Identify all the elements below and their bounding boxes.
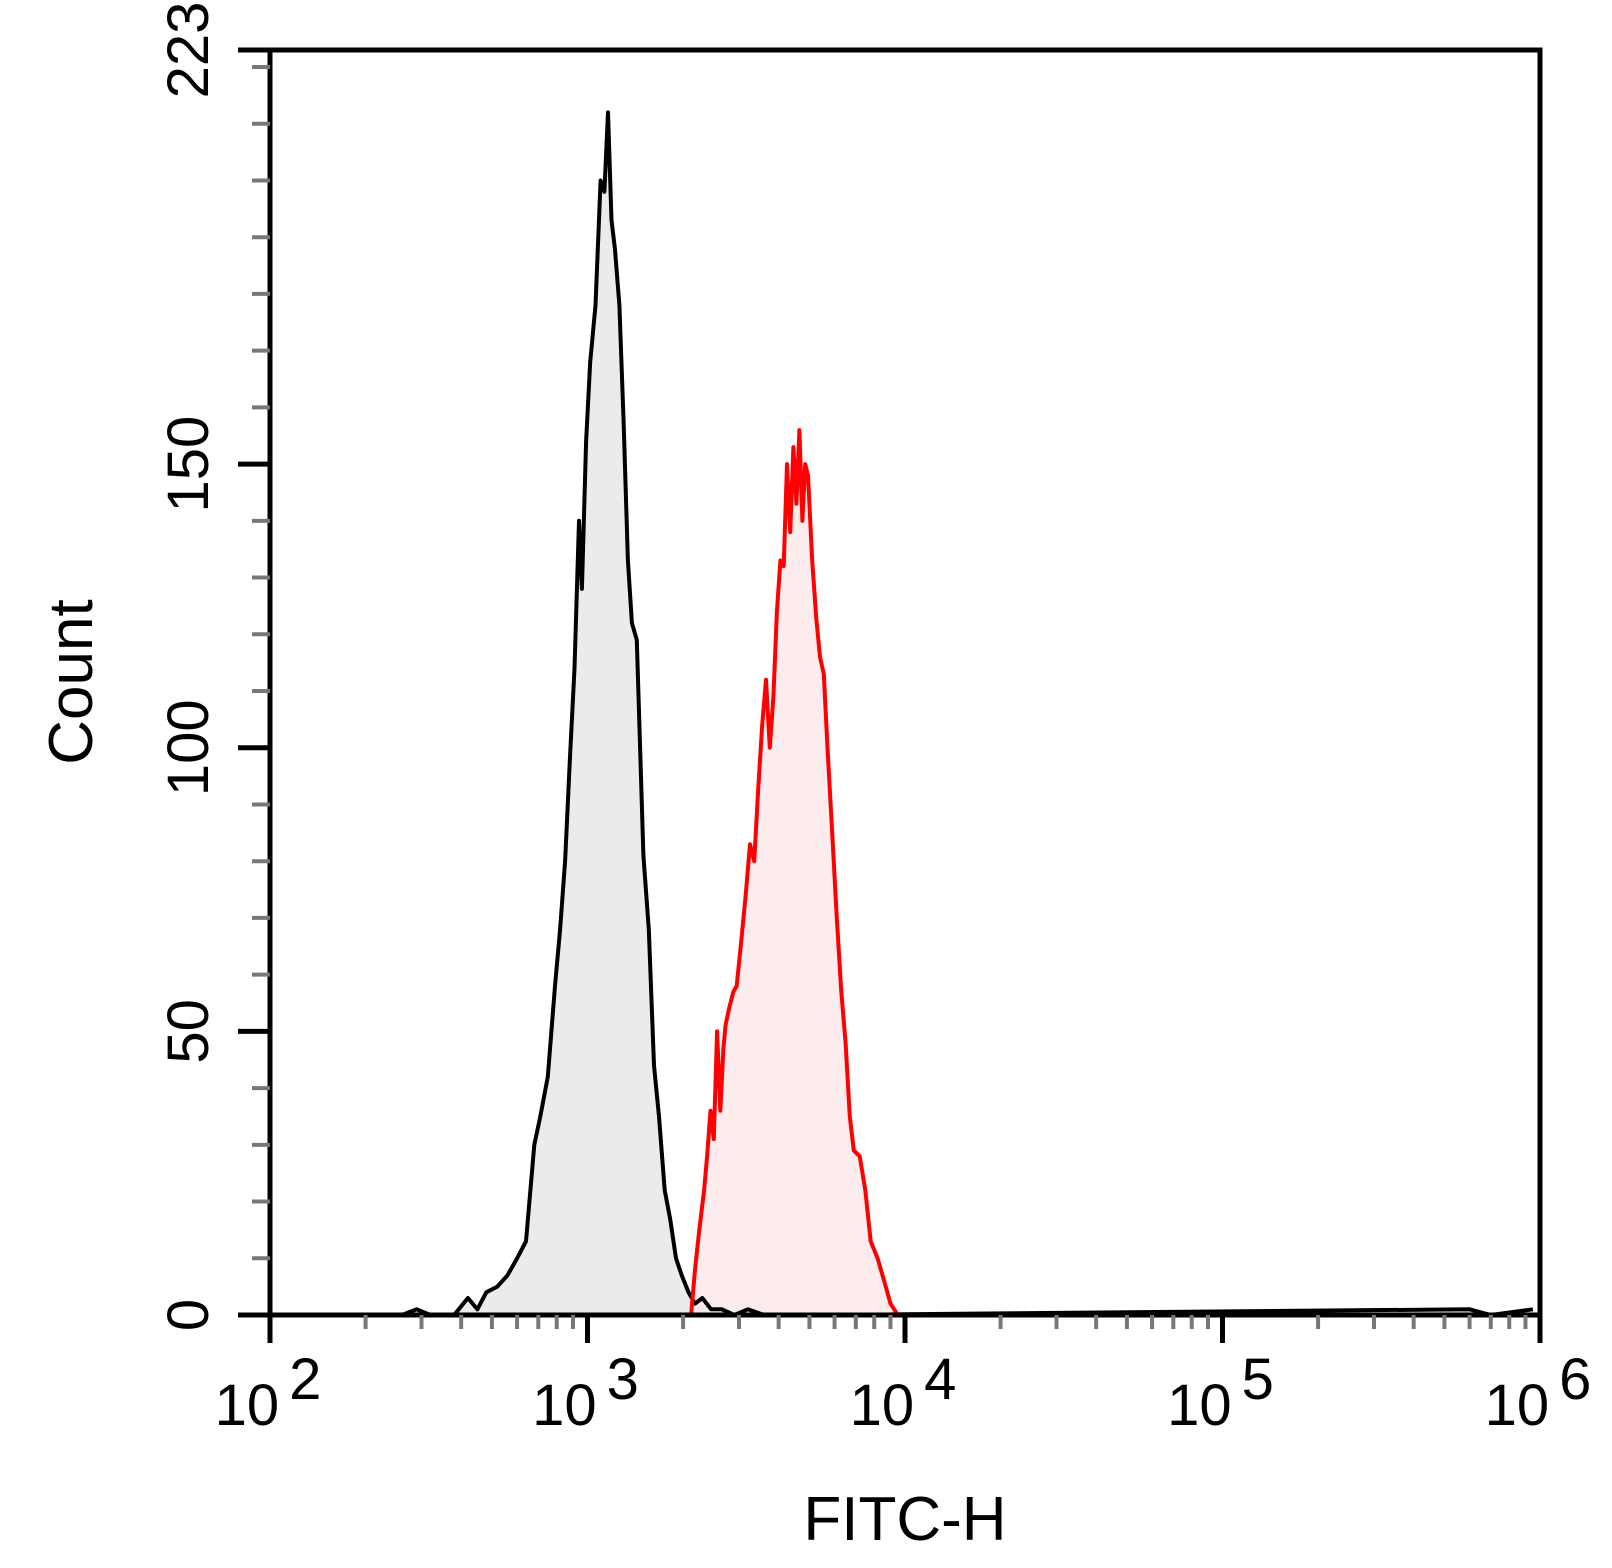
y-tick-label: 223 [156, 2, 221, 99]
x-tick-label: 10 2 [215, 1347, 322, 1438]
y-tick-label: 50 [156, 999, 221, 1064]
y-tick-label: 100 [156, 699, 221, 796]
x-tick-labels: 10 2 10 3 10 4 10 5 10 6 [215, 1347, 1592, 1438]
x-tick-label: 10 4 [850, 1347, 957, 1438]
plot-frame [267, 47, 1543, 1318]
x-tick-label: 10 6 [1485, 1347, 1592, 1438]
y-tick-label: 150 [156, 416, 221, 513]
y-axis-title: Count [37, 599, 106, 764]
series-fills [316, 112, 1533, 1316]
series-0-fill [316, 112, 1533, 1315]
x-tick-label: 10 5 [1167, 1347, 1274, 1438]
series-1-fill [691, 430, 898, 1316]
x-axis-title: FITC-H [803, 1485, 1006, 1554]
series-1-line [689, 428, 900, 1317]
y-tick-labels: 0 50 100 150 223 [156, 2, 221, 1332]
series-0-line [316, 110, 1534, 1317]
y-axis-ticks [238, 47, 270, 1318]
y-tick-label: 0 [156, 1299, 221, 1331]
series-lines [316, 110, 1534, 1317]
x-tick-label: 10 3 [532, 1347, 639, 1438]
x-axis-ticks [267, 1315, 1543, 1343]
